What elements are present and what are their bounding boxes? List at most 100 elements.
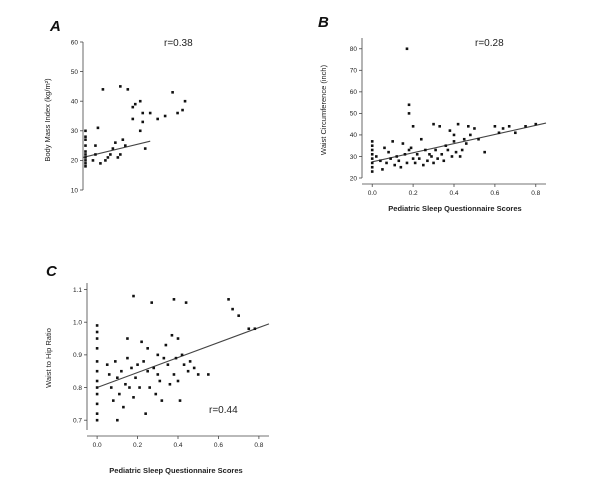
x-tick-label: 0.8 bbox=[531, 190, 540, 197]
x-tick-label: 0.6 bbox=[214, 442, 223, 449]
data-point bbox=[444, 144, 448, 147]
y-tick-label: 50 bbox=[350, 111, 358, 118]
data-point bbox=[131, 105, 135, 109]
data-point bbox=[403, 153, 407, 156]
y-axis-title: Body Mass Index (kg/m²) bbox=[43, 78, 52, 162]
data-point bbox=[174, 356, 178, 360]
data-point bbox=[399, 165, 403, 169]
data-point bbox=[458, 155, 462, 158]
data-point bbox=[95, 369, 99, 373]
data-point bbox=[84, 162, 87, 165]
data-point bbox=[168, 382, 172, 386]
data-point bbox=[84, 144, 87, 147]
data-point bbox=[148, 386, 151, 389]
data-point bbox=[142, 360, 145, 363]
data-point bbox=[111, 147, 115, 150]
y-tick-label: 20 bbox=[71, 158, 79, 165]
x-axis-title: Pediatric Sleep Questionnaire Scores bbox=[109, 466, 242, 475]
data-point bbox=[109, 153, 112, 156]
y-tick-label: 0.8 bbox=[73, 385, 82, 392]
data-point bbox=[163, 114, 167, 118]
data-point bbox=[84, 135, 87, 139]
data-point bbox=[164, 343, 168, 347]
data-point bbox=[370, 170, 374, 173]
data-point bbox=[180, 353, 184, 357]
data-point bbox=[415, 153, 419, 156]
data-point bbox=[166, 363, 170, 366]
data-point bbox=[152, 366, 156, 370]
y-tick-label: 80 bbox=[350, 46, 358, 53]
data-point bbox=[370, 161, 374, 165]
data-point bbox=[119, 153, 122, 156]
data-point bbox=[442, 159, 446, 163]
correlation-label: r=0.38 bbox=[164, 38, 193, 49]
data-point bbox=[456, 122, 460, 126]
data-point bbox=[438, 125, 441, 128]
data-point bbox=[452, 140, 456, 143]
data-point bbox=[104, 159, 107, 162]
data-point bbox=[227, 298, 230, 301]
data-point bbox=[150, 301, 154, 304]
data-point bbox=[96, 126, 100, 130]
data-point bbox=[381, 168, 384, 171]
data-point bbox=[144, 412, 147, 415]
data-point bbox=[407, 148, 411, 152]
y-tick-label: 0.7 bbox=[73, 418, 82, 425]
data-point bbox=[138, 129, 142, 133]
data-point bbox=[409, 146, 413, 150]
data-point bbox=[146, 369, 149, 373]
y-axis-title: Waist to Hip Ratio bbox=[44, 328, 53, 388]
data-point bbox=[411, 125, 415, 128]
data-point bbox=[94, 144, 97, 147]
data-point bbox=[370, 144, 374, 147]
data-point bbox=[395, 155, 399, 158]
data-point bbox=[170, 333, 174, 337]
x-tick-label: 0.6 bbox=[490, 190, 499, 197]
y-tick-label: 1.0 bbox=[73, 320, 82, 327]
data-point bbox=[387, 150, 390, 154]
data-point bbox=[231, 307, 234, 311]
data-point bbox=[126, 356, 129, 360]
data-point bbox=[95, 402, 99, 406]
data-point bbox=[383, 146, 386, 150]
data-point bbox=[116, 376, 119, 380]
x-tick-label: 0.4 bbox=[449, 190, 458, 197]
data-point bbox=[156, 373, 160, 376]
data-point bbox=[95, 412, 99, 415]
y-tick-label: 50 bbox=[71, 69, 79, 76]
y-tick-label: 1.1 bbox=[73, 287, 82, 294]
data-point bbox=[95, 347, 99, 350]
data-point bbox=[417, 157, 421, 160]
data-point bbox=[120, 369, 123, 373]
data-point bbox=[84, 150, 87, 153]
data-point bbox=[95, 337, 99, 340]
data-point bbox=[493, 125, 497, 128]
x-tick-label: 0.4 bbox=[173, 442, 182, 449]
x-tick-label: 0.0 bbox=[93, 442, 102, 449]
data-point bbox=[253, 327, 257, 331]
data-point bbox=[111, 399, 115, 402]
data-point bbox=[130, 366, 133, 370]
data-point bbox=[171, 91, 174, 94]
data-point bbox=[178, 399, 182, 402]
data-point bbox=[95, 324, 99, 327]
panel-a: A 10 20 30 40 50 60 Body Mass Index (kg/m²) r=0.… bbox=[43, 18, 193, 194]
data-point bbox=[401, 142, 405, 145]
data-point bbox=[192, 366, 196, 370]
data-point bbox=[84, 159, 87, 162]
data-point bbox=[424, 148, 427, 152]
data-point bbox=[101, 88, 105, 91]
data-point bbox=[434, 148, 437, 152]
data-point bbox=[422, 163, 425, 167]
data-point bbox=[172, 298, 176, 301]
data-point bbox=[462, 137, 466, 141]
data-point bbox=[450, 155, 454, 158]
data-point bbox=[84, 138, 87, 141]
data-point bbox=[160, 399, 164, 402]
data-point bbox=[407, 103, 411, 107]
data-point bbox=[124, 144, 127, 147]
data-point bbox=[84, 153, 87, 156]
panel-label: C bbox=[46, 263, 58, 280]
data-point bbox=[436, 157, 439, 160]
data-point bbox=[148, 111, 152, 115]
